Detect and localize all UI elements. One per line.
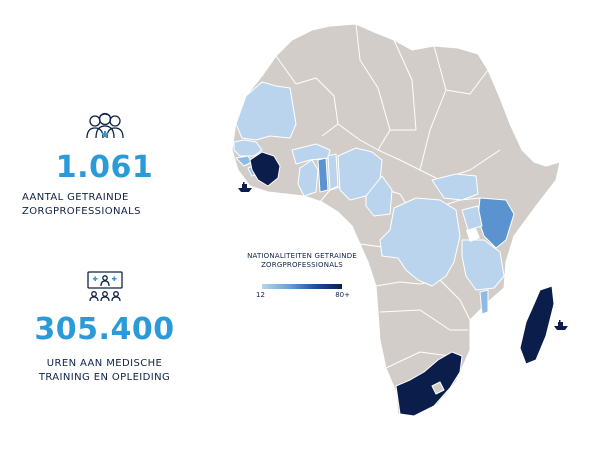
- country-mauritania: [235, 81, 297, 141]
- legend-max-label: 80+: [335, 291, 350, 299]
- stat-label: UREN AAN MEDISCHE TRAINING EN OPLEIDING: [12, 357, 197, 385]
- legend-title-line: ZORGPROFESSIONALS: [261, 261, 343, 269]
- stat-trained-professionals: 1.061 AANTAL GETRAINDE ZORGPROFESSIONALS: [12, 112, 197, 219]
- country-guinea: [249, 151, 281, 187]
- legend-title-line: NATIONALITEITEN GETRAINDE: [247, 252, 357, 260]
- map-legend: NATIONALITEITEN GETRAINDE ZORGPROFESSION…: [232, 252, 372, 301]
- country-cameroon: [365, 175, 393, 217]
- country-lesotho: [431, 381, 445, 395]
- country-malawi: [479, 289, 489, 315]
- country-south-africa: [395, 351, 463, 417]
- legend-labels: 12 80+: [252, 291, 352, 301]
- ship-icon: [238, 182, 252, 192]
- stat-label-line: AANTAL GETRAINDE: [22, 192, 129, 203]
- stat-label-line: TRAINING EN OPLEIDING: [38, 372, 171, 383]
- ship-icon: [554, 320, 568, 330]
- stat-number: 305.400: [34, 312, 175, 347]
- stat-number: 1.061: [55, 150, 154, 185]
- medical-training-icon: [86, 271, 123, 302]
- country-dr-congo: [379, 197, 461, 287]
- stat-label-line: ZORGPROFESSIONALS: [22, 206, 141, 217]
- country-south-sudan: [431, 173, 479, 201]
- country-senegal: [233, 139, 263, 157]
- country-madagascar: [519, 285, 555, 365]
- stat-label-line: UREN AAN MEDISCHE: [46, 358, 163, 369]
- stat-training-hours: 305.400 UREN AAN MEDISCHE TRAINING EN OP…: [12, 270, 197, 385]
- healthcare-team-icon: [85, 112, 124, 139]
- lake-victoria: [466, 228, 480, 242]
- legend-min-label: 12: [256, 291, 265, 299]
- country-uganda: [461, 205, 483, 231]
- legend-title: NATIONALITEITEN GETRAINDE ZORGPROFESSION…: [232, 252, 372, 270]
- country-benin: [327, 153, 339, 191]
- country-tanzania: [461, 239, 505, 291]
- legend-color-scale: [262, 284, 342, 289]
- country-togo: [317, 157, 329, 193]
- stat-label: AANTAL GETRAINDE ZORGPROFESSIONALS: [12, 191, 197, 219]
